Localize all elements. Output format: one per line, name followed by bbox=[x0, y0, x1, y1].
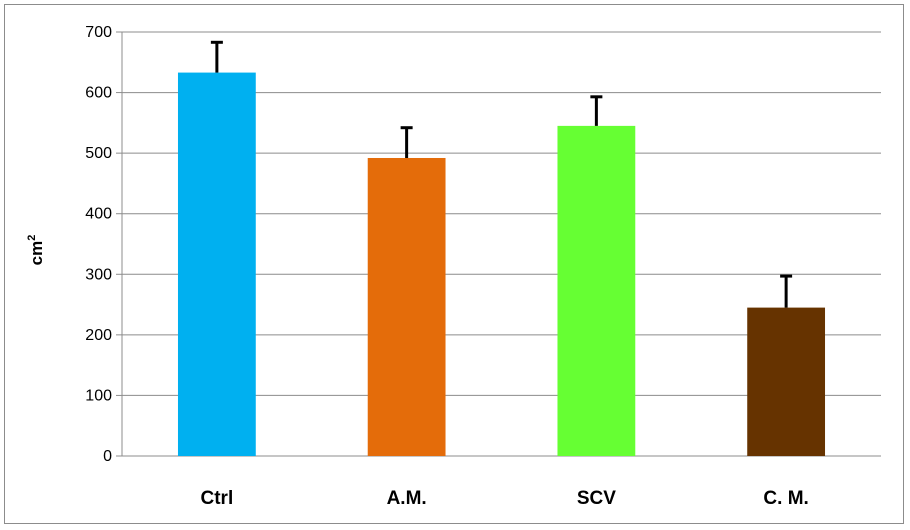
error-bar bbox=[210, 40, 223, 73]
error-bars bbox=[210, 40, 793, 308]
y-tick-label: 500 bbox=[85, 145, 112, 162]
bar-a-m bbox=[367, 157, 446, 456]
bar-scv bbox=[557, 125, 636, 456]
y-axis-title: cm2 bbox=[26, 235, 46, 266]
y-tick-label: 0 bbox=[103, 448, 112, 465]
y-tick-label: 300 bbox=[85, 266, 112, 283]
x-category-label: C. M. bbox=[763, 488, 808, 509]
bar-c-m bbox=[747, 307, 826, 456]
y-tick-labels: 0 100 200 300 400 500 600 700 bbox=[85, 24, 112, 465]
error-bar bbox=[780, 274, 793, 308]
x-category-label: SCV bbox=[577, 488, 616, 509]
error-bar bbox=[590, 95, 603, 126]
bar-ctrl bbox=[177, 72, 256, 456]
x-category-label: Ctrl bbox=[201, 488, 234, 509]
chart-frame: 0 100 200 300 400 500 600 700 Ctrl A.M. SCV C. M. … bbox=[4, 4, 904, 524]
y-tick-label: 200 bbox=[85, 327, 112, 344]
y-tick-label: 400 bbox=[85, 206, 112, 223]
error-bar bbox=[400, 126, 413, 158]
y-tick-label: 600 bbox=[85, 85, 112, 102]
y-tick-label: 700 bbox=[85, 24, 112, 41]
x-category-label: A.M. bbox=[387, 488, 427, 509]
x-category-labels: Ctrl A.M. SCV C. M. bbox=[201, 488, 809, 509]
y-tick-label: 100 bbox=[85, 387, 112, 404]
bars bbox=[177, 72, 826, 456]
